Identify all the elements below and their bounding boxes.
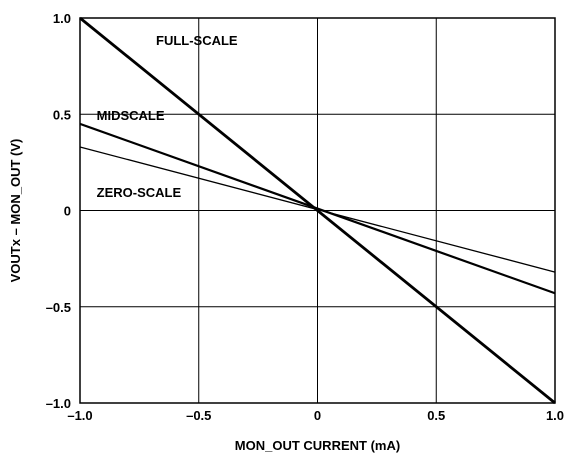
series-annotations: FULL-SCALE MIDSCALE ZERO-SCALE bbox=[97, 33, 238, 200]
y-tick-label-3: 0.5 bbox=[53, 107, 71, 122]
series-label-zero-scale: ZERO-SCALE bbox=[97, 185, 182, 200]
x-tick-label-0: –1.0 bbox=[67, 408, 92, 423]
series-line-full-scale bbox=[79, 16, 556, 405]
x-tick-label-1: –0.5 bbox=[186, 408, 211, 423]
y-axis-label: VOUTx – MON_OUT (V) bbox=[8, 139, 23, 283]
x-tick-labels: –1.0 –0.5 0 0.5 1.0 bbox=[67, 408, 564, 423]
series-label-full-scale: FULL-SCALE bbox=[156, 33, 238, 48]
y-tick-label-0: –1.0 bbox=[46, 396, 71, 411]
x-tick-label-4: 1.0 bbox=[546, 408, 564, 423]
series-label-midscale: MIDSCALE bbox=[97, 108, 165, 123]
x-axis-label: MON_OUT CURRENT (mA) bbox=[235, 438, 400, 453]
x-tick-label-3: 0.5 bbox=[427, 408, 445, 423]
y-tick-labels: –1.0 –0.5 0 0.5 1.0 bbox=[46, 11, 71, 411]
y-tick-label-2: 0 bbox=[64, 204, 71, 219]
series-line-midscale bbox=[79, 122, 556, 295]
y-tick-label-4: 1.0 bbox=[53, 11, 71, 26]
series-lines bbox=[79, 16, 556, 405]
plot-frame bbox=[79, 17, 556, 404]
x-tick-label-2: 0 bbox=[314, 408, 321, 423]
series-line-zero-scale bbox=[79, 146, 556, 273]
y-tick-label-1: –0.5 bbox=[46, 300, 71, 315]
